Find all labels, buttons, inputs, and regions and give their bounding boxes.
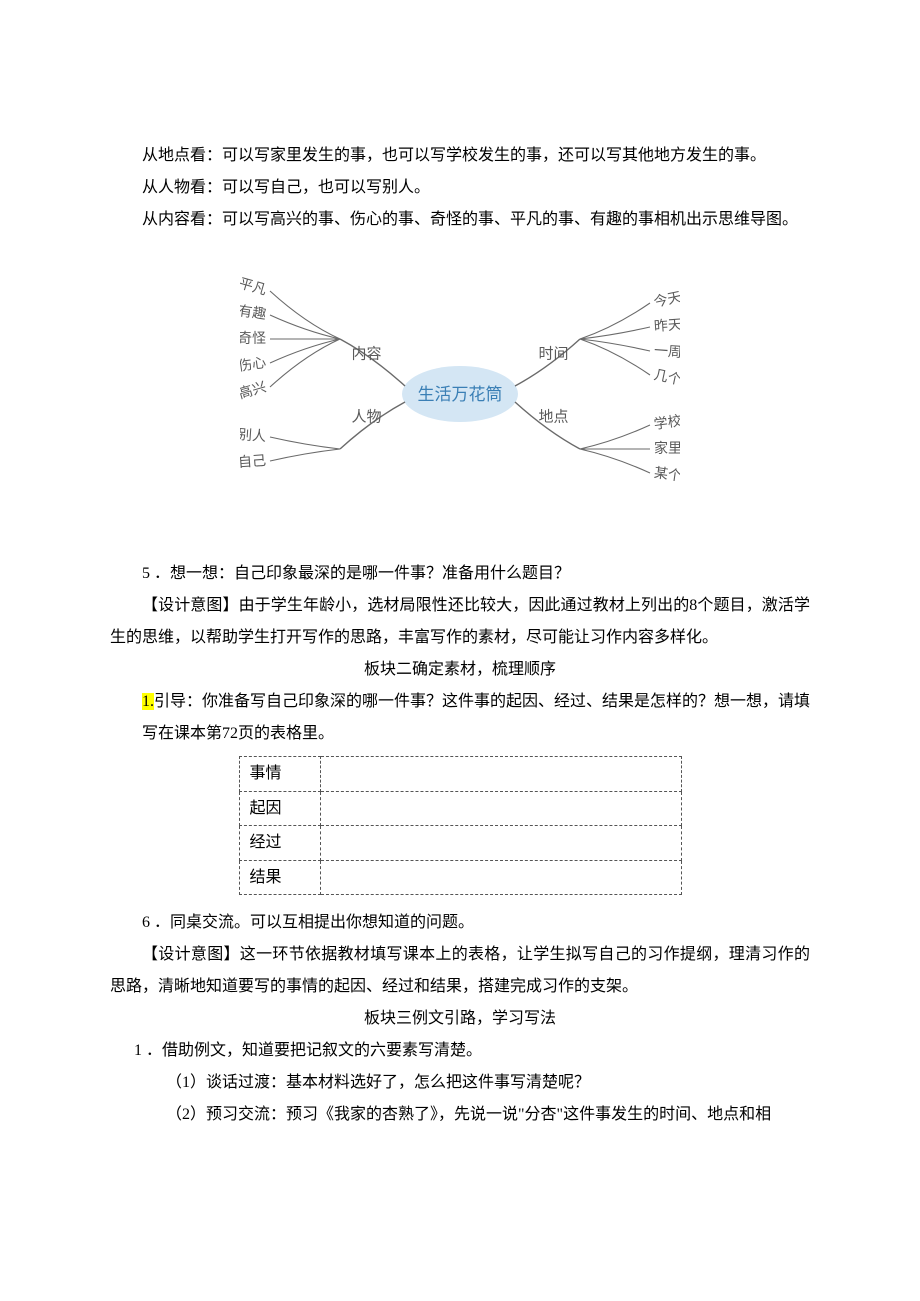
mindmap-container: 生活万花筒 内容 平凡有趣奇怪伤心高兴人物别人自己 时间 今天昨天一周前几个月前地点 学校… bbox=[110, 244, 810, 546]
svg-text:一周前: 一周前 bbox=[653, 342, 680, 362]
story-outline-table: 事情起因经过结果 bbox=[239, 756, 682, 895]
document-page: 从地点看：可以写家里发生的事，也可以写学校发生的事，还可以写其他地方发生的事。 … bbox=[0, 0, 920, 1301]
table-label-cell: 经过 bbox=[239, 826, 320, 861]
block-3-item-1: 1 ．借助例文，知道要把记叙文的六要素写清楚。 bbox=[110, 1035, 810, 1067]
design-intent-1: 【设计意图】由于学生年龄小，选材局限性还比较大，因此通过教材上列出的8个题目，激… bbox=[110, 590, 810, 654]
table-label-cell: 事情 bbox=[239, 757, 320, 792]
svg-text:家里: 家里 bbox=[654, 440, 680, 457]
paragraph-person: 从人物看：可以写自己，也可以写别人。 bbox=[110, 172, 810, 204]
svg-text:几个月前: 几个月前 bbox=[652, 366, 680, 394]
block-2-item-1-text: 引导：你准备写自己印象深的哪一件事？这件事的起因、经过、结果是怎样的？想一想，请… bbox=[142, 693, 810, 742]
svg-text:人物: 人物 bbox=[351, 409, 381, 426]
svg-text:地点: 地点 bbox=[538, 409, 568, 426]
svg-text:自己: 自己 bbox=[240, 453, 267, 471]
item-5-number: 5 bbox=[142, 565, 150, 582]
item-5: 5 ．想一想：自己印象最深的是哪一件事？准备用什么题目？ bbox=[110, 558, 810, 590]
table-label-cell: 结果 bbox=[239, 860, 320, 895]
table-row: 起因 bbox=[239, 791, 681, 826]
svg-text:别人: 别人 bbox=[240, 427, 267, 445]
svg-text:平凡: 平凡 bbox=[240, 277, 268, 299]
block-2-item-1: 1.引导：你准备写自己印象深的哪一件事？这件事的起因、经过、结果是怎样的？想一想… bbox=[110, 686, 810, 750]
table-row: 事情 bbox=[239, 757, 681, 792]
item-6-text: ．同桌交流。可以互相提出你想知道的问题。 bbox=[154, 914, 474, 931]
svg-text:某个具体地方: 某个具体地方 bbox=[653, 465, 680, 493]
item-5-text: ．想一想：自己印象最深的是哪一件事？准备用什么题目？ bbox=[154, 565, 570, 582]
design-intent-2: 【设计意图】这一环节依据教材填写课本上的表格，让学生拟写自己的习作提纲，理清习作… bbox=[110, 939, 810, 1003]
paragraph-place: 从地点看：可以写家里发生的事，也可以写学校发生的事，还可以写其他地方发生的事。 bbox=[110, 140, 810, 172]
block-3-item-1-1: （1）谈话过渡：基本材料选好了，怎么把这件事写清楚呢？ bbox=[110, 1067, 810, 1099]
table-label-cell: 起因 bbox=[239, 791, 320, 826]
table-value-cell bbox=[320, 757, 681, 792]
svg-text:高兴: 高兴 bbox=[240, 378, 268, 402]
mindmap-diagram: 生活万花筒 内容 平凡有趣奇怪伤心高兴人物别人自己 时间 今天昨天一周前几个月前地点 学校… bbox=[240, 244, 680, 534]
svg-text:时间: 时间 bbox=[538, 346, 568, 363]
svg-text:今天: 今天 bbox=[652, 289, 680, 310]
table-row: 经过 bbox=[239, 826, 681, 861]
svg-text:生活万花筒: 生活万花筒 bbox=[418, 385, 503, 404]
svg-text:奇怪: 奇怪 bbox=[240, 330, 266, 347]
highlighted-number: 1. bbox=[142, 693, 154, 710]
table-value-cell bbox=[320, 826, 681, 861]
paragraph-content: 从内容看：可以写高兴的事、伤心的事、奇怪的事、平凡的事、有趣的事相机出示思维导图… bbox=[110, 204, 810, 236]
item-6-number: 6 bbox=[142, 914, 150, 931]
item-6: 6 ．同桌交流。可以互相提出你想知道的问题。 bbox=[110, 907, 810, 939]
svg-text:学校: 学校 bbox=[653, 412, 680, 433]
block-3-title: 板块三例文引路，学习写法 bbox=[110, 1003, 810, 1035]
svg-text:昨天: 昨天 bbox=[653, 317, 680, 335]
table-row: 结果 bbox=[239, 860, 681, 895]
table-value-cell bbox=[320, 860, 681, 895]
svg-text:伤心: 伤心 bbox=[240, 355, 267, 375]
svg-text:有趣: 有趣 bbox=[240, 303, 267, 323]
block-3-item-1-2: （2）预习交流：预习《我家的杏熟了》，先说一说"分杏"这件事发生的时间、地点和相 bbox=[110, 1099, 810, 1131]
table-value-cell bbox=[320, 791, 681, 826]
block-2-title: 板块二确定素材，梳理顺序 bbox=[110, 654, 810, 686]
svg-text:内容: 内容 bbox=[351, 346, 381, 363]
